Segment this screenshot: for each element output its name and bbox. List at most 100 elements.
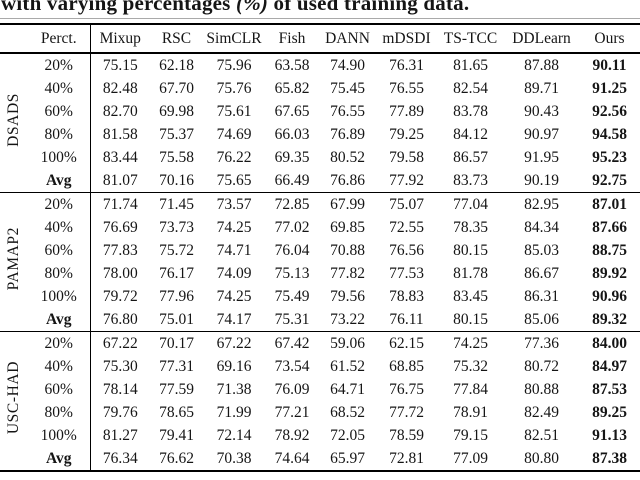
value-cell: 77.09 <box>453 450 488 467</box>
value-cell: 71.45 <box>150 192 203 216</box>
value-cell: 77.21 <box>274 404 310 421</box>
value-cell: 87.53 <box>592 381 627 398</box>
value-cell: 75.76 <box>216 80 252 97</box>
value-cell: 80.15 <box>453 242 488 259</box>
value-cell: 83.45 <box>453 288 488 305</box>
value-cell: 71.38 <box>216 381 252 398</box>
value-cell: 73.57 <box>203 192 265 216</box>
value-cell: 75.58 <box>159 149 194 166</box>
value-cell: 76.17 <box>159 265 194 282</box>
value-cell: 89.71 <box>524 80 559 97</box>
value-cell: 83.73 <box>453 172 488 189</box>
value-cell: 76.34 <box>102 450 138 467</box>
row-perct-label: 60% <box>28 100 91 123</box>
table-row: 40% 75.30 77.31 69.16 73.54 61.52 68.85 75.32 80… <box>0 355 640 378</box>
value-cell: 90.97 <box>524 126 559 143</box>
header-method-mdsdi: mDSDI <box>376 24 437 54</box>
value-cell: 67.22 <box>90 331 150 355</box>
value-cell: 76.55 <box>389 80 424 97</box>
value-cell: 66.49 <box>274 172 310 189</box>
value-cell: 72.14 <box>216 427 252 444</box>
value-cell: 90.11 <box>592 57 627 74</box>
value-cell: 75.61 <box>216 103 252 120</box>
value-cell: 80.80 <box>524 450 559 467</box>
value-cell: 76.55 <box>330 103 365 120</box>
table-row: 60% 78.14 77.59 71.38 76.09 64.71 76.75 77.84 80… <box>0 378 640 401</box>
table-row: 100% 81.27 79.41 72.14 78.92 72.05 78.59 79.15 8… <box>0 424 640 447</box>
value-cell: 90.43 <box>524 103 559 120</box>
value-cell: 74.64 <box>274 450 310 467</box>
value-cell: 75.31 <box>274 311 310 328</box>
value-cell: 74.69 <box>216 126 252 143</box>
value-cell: 82.95 <box>504 192 579 216</box>
value-cell: 65.82 <box>274 80 310 97</box>
row-perct-label: 60% <box>28 378 91 401</box>
value-cell: 92.56 <box>592 103 627 120</box>
value-cell: 69.98 <box>159 103 194 120</box>
value-cell: 67.70 <box>159 80 194 97</box>
dataset-label-pamap2: PAMAP2 <box>0 192 28 332</box>
row-perct-label: 80% <box>28 401 91 424</box>
value-cell: 73.73 <box>159 219 194 236</box>
value-cell: 79.15 <box>453 427 488 444</box>
value-cell: 70.17 <box>150 331 203 355</box>
value-cell: 64.71 <box>330 381 365 398</box>
value-cell: 74.25 <box>437 331 504 355</box>
value-cell: 70.16 <box>159 172 194 189</box>
value-cell: 91.25 <box>592 80 627 97</box>
value-cell: 80.52 <box>330 149 365 166</box>
value-cell: 74.25 <box>216 219 252 236</box>
dataset-label-text: DSADS <box>5 92 23 147</box>
value-cell: 63.58 <box>274 57 310 74</box>
value-cell: 76.86 <box>330 172 365 189</box>
value-cell: 92.75 <box>592 172 627 189</box>
value-cell: 80.72 <box>524 358 559 375</box>
table-row: Avg 76.34 76.62 70.38 74.64 65.97 72.81 77.09 80… <box>0 447 640 471</box>
value-cell: 69.16 <box>216 358 252 375</box>
value-cell: 67.22 <box>203 331 265 355</box>
value-cell: 79.25 <box>389 126 424 143</box>
value-cell: 84.12 <box>453 126 488 143</box>
value-cell: 87.66 <box>592 219 627 236</box>
header-method-fish: Fish <box>265 24 319 54</box>
value-cell: 79.41 <box>159 427 194 444</box>
value-cell: 62.15 <box>376 331 437 355</box>
value-cell: 77.72 <box>389 404 424 421</box>
caption-percent-symbol: (%) <box>236 0 269 15</box>
value-cell: 87.01 <box>579 192 640 216</box>
value-cell: 91.13 <box>592 427 627 444</box>
value-cell: 65.97 <box>330 450 365 467</box>
value-cell: 75.15 <box>102 57 138 74</box>
value-cell: 87.88 <box>524 57 559 74</box>
value-cell: 75.07 <box>376 192 437 216</box>
table-body: DSADS 20% 75.15 62.18 75.96 63.58 74.90 76.31 81… <box>0 53 640 471</box>
value-cell: 76.04 <box>274 242 310 259</box>
value-cell: 76.31 <box>389 57 424 74</box>
row-perct-label: 20% <box>28 192 91 216</box>
value-cell: 79.58 <box>389 149 424 166</box>
dataset-label-usc-had: USC-HAD <box>0 331 28 471</box>
row-perct-label: 40% <box>28 216 91 239</box>
table-row: 40% 76.69 73.73 74.25 77.02 69.85 72.55 78.35 84… <box>0 216 640 239</box>
caption-suffix: of used training data. <box>268 0 470 15</box>
value-cell: 86.57 <box>453 149 488 166</box>
value-cell: 83.78 <box>453 103 488 120</box>
row-perct-label: 20% <box>28 53 91 77</box>
value-cell: 88.75 <box>592 242 627 259</box>
value-cell: 78.00 <box>102 265 138 282</box>
value-cell: 69.35 <box>274 149 310 166</box>
value-cell: 91.95 <box>524 149 559 166</box>
value-cell: 72.55 <box>389 219 424 236</box>
value-cell: 74.17 <box>216 311 252 328</box>
value-cell: 75.96 <box>216 57 252 74</box>
value-cell: 78.59 <box>389 427 424 444</box>
value-cell: 75.49 <box>274 288 310 305</box>
value-cell: 73.54 <box>274 358 310 375</box>
value-cell: 74.09 <box>216 265 252 282</box>
header-method-ts-tcc: TS-TCC <box>437 24 504 54</box>
table-row: 60% 82.70 69.98 75.61 67.65 76.55 77.89 83.78 90… <box>0 100 640 123</box>
table-row: 80% 79.76 78.65 71.99 77.21 68.52 77.72 78.91 82… <box>0 401 640 424</box>
value-cell: 72.81 <box>389 450 424 467</box>
value-cell: 85.03 <box>524 242 559 259</box>
